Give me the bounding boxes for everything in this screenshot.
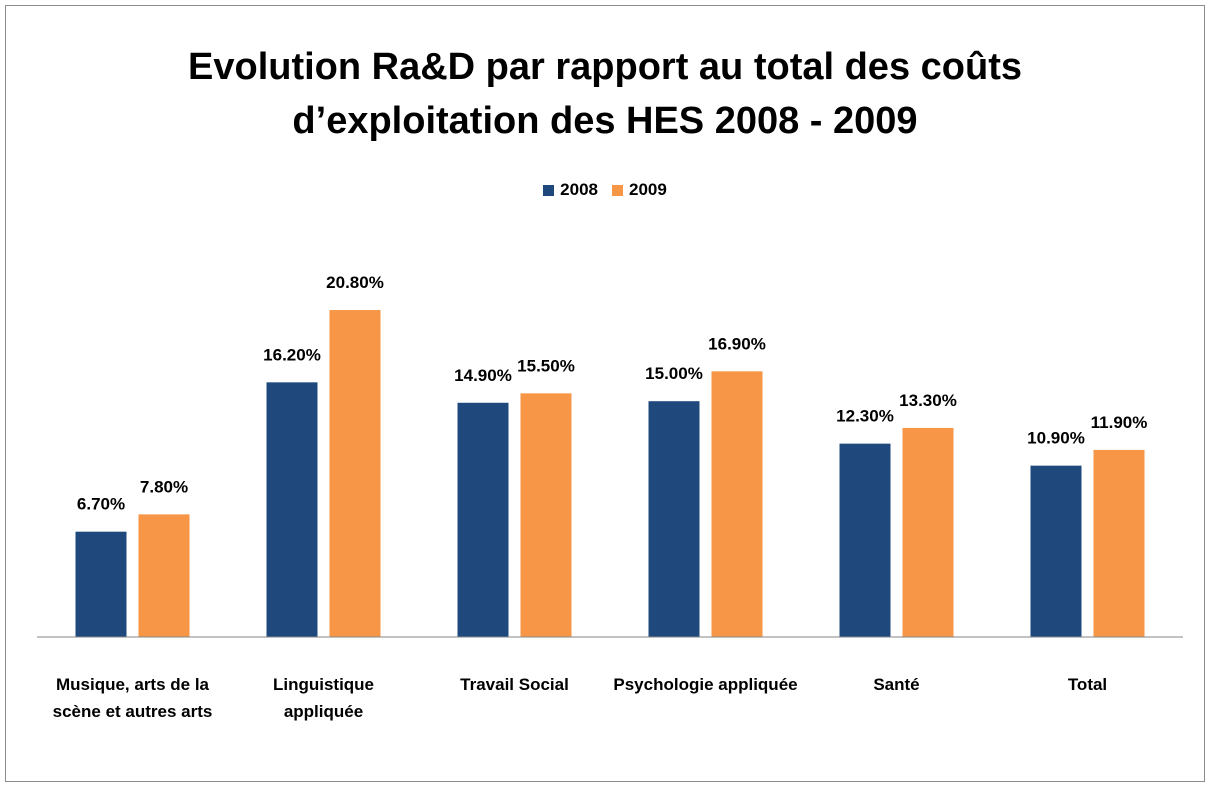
legend-swatch — [612, 184, 623, 196]
value-label: 6.70% — [77, 495, 125, 514]
legend-swatch — [543, 184, 555, 196]
value-label: 10.90% — [1027, 429, 1085, 448]
bar — [457, 402, 509, 637]
value-label: 13.30% — [899, 391, 957, 410]
x-tick-label: Psychologie appliquée — [613, 675, 798, 694]
value-label: 14.90% — [454, 366, 512, 385]
bar — [839, 443, 891, 637]
value-label: 16.20% — [263, 345, 321, 364]
value-label: 15.50% — [517, 356, 575, 375]
x-tick-label: Linguistique appliquée — [272, 675, 375, 721]
bar — [902, 427, 954, 637]
bar — [329, 310, 381, 637]
legend-item: 2009 — [612, 180, 667, 200]
value-label: 7.80% — [140, 477, 188, 496]
x-tick-label: Travail Social — [460, 675, 569, 694]
x-tick-label: Musique, arts de la scène et autres arts — [52, 675, 213, 721]
bar — [1030, 465, 1082, 637]
value-label: 16.90% — [708, 334, 766, 353]
bar — [520, 393, 572, 637]
value-label: 15.00% — [645, 364, 703, 383]
x-tick-label: Santé — [873, 675, 920, 694]
bar — [138, 514, 190, 637]
chart-border — [5, 5, 1205, 782]
bar — [266, 382, 318, 637]
legend-label: 2009 — [629, 180, 667, 199]
x-tick-label: Total — [1067, 675, 1108, 694]
legend: 2008 2009 — [0, 180, 1210, 200]
bar — [648, 401, 700, 637]
bar — [711, 371, 763, 637]
chart-title: Evolution Ra&D par rapport au total des … — [188, 46, 1022, 142]
value-label: 12.30% — [836, 407, 894, 426]
bar — [75, 531, 127, 637]
value-label: 20.80% — [326, 273, 384, 292]
legend-item: 2008 — [543, 180, 598, 200]
value-label: 11.90% — [1091, 413, 1148, 432]
legend-label: 2008 — [560, 180, 598, 199]
bar — [1093, 449, 1145, 637]
